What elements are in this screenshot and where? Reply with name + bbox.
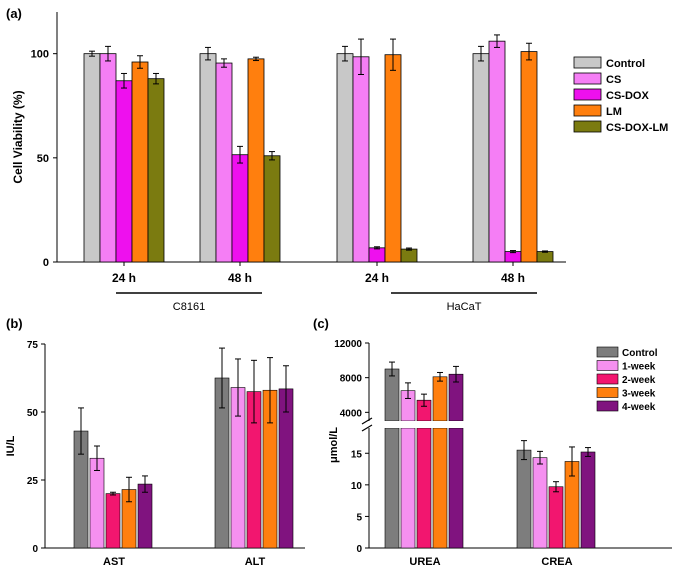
panel-a-legend-swatch: [573, 88, 602, 101]
panel-b-y-tick-label: 25: [27, 476, 39, 487]
panel-c-y-axis-label: μmol/L: [328, 427, 340, 463]
panel-a-bar-control: [199, 53, 217, 263]
panel-a-bar-cs-dox: [231, 154, 249, 263]
panel-a-y-tick-label: 100: [31, 49, 49, 61]
panel-a-group-label: HaCaT: [447, 301, 482, 313]
panel-c-legend-swatch: [596, 346, 619, 358]
panel-b-y-tick-label: 50: [27, 408, 39, 419]
panel-b-bar-2-week: [105, 493, 121, 549]
panel-a-y-tick-label: 0: [43, 257, 49, 269]
panel-c-bar-lower-2-week: [416, 427, 432, 549]
panel-a-bar-lm: [384, 54, 402, 263]
panel-c-bar-control: [384, 368, 400, 422]
panel-c-legend-swatch: [596, 373, 619, 385]
panel-c-axis-break-mark: [361, 417, 373, 425]
panel-c-bar-1-week: [532, 457, 548, 549]
panel-b-bar-1-week: [89, 457, 105, 549]
panel-c-y-tick-label: 15: [351, 449, 363, 460]
panel-c-legend-label: 2-week: [622, 375, 656, 386]
panel-b-label: (b): [6, 316, 23, 331]
panel-c-legend-swatch: [596, 400, 619, 412]
panel-c-bar-lower-1-week: [400, 427, 416, 549]
panel-c-y-tick-label: 5: [356, 512, 362, 523]
panel-b-bar-4-week: [278, 388, 294, 549]
panel-b-y-tick-label: 0: [32, 544, 38, 555]
panel-c-bar-3-week: [432, 376, 448, 422]
panel-c-bar-control: [516, 449, 532, 549]
panel-a-legend-label: Control: [606, 58, 645, 70]
panel-a-bar-control: [472, 53, 490, 263]
panel-b-chart: 0 25 50 75 IU/L AST ALT: [5, 340, 305, 568]
panel-c-bar-lower-4-week: [448, 427, 464, 549]
panel-a-label: (a): [6, 6, 22, 21]
panel-a-bar-control: [83, 53, 101, 263]
panel-a-bar-cs: [99, 53, 117, 263]
panel-a-x-tick-label: 48 h: [228, 271, 252, 285]
panel-a-legend-label: CS: [606, 74, 621, 86]
panel-c-legend-label: Control: [622, 348, 658, 359]
panel-c-x-tick-label: CREA: [541, 556, 572, 568]
panel-b-y-tick-label: 75: [27, 340, 39, 351]
panel-c-y-tick-label: 0: [356, 544, 362, 555]
panel-c-legend-label: 4-week: [622, 402, 656, 413]
panel-a-bar-lm: [247, 58, 265, 263]
panel-c-bar-2-week: [548, 486, 564, 549]
panel-b-y-axis-label: IU/L: [5, 435, 17, 456]
panel-b-x-tick-label: ALT: [245, 556, 266, 568]
panel-c-bar-lower-3-week: [432, 427, 448, 549]
panel-a-group-label: C8161: [173, 301, 205, 313]
panel-c-y-tick-label: 12000: [334, 339, 362, 350]
panel-a-x-tick-label: 48 h: [501, 271, 525, 285]
panel-c-legend-label: 1-week: [622, 362, 656, 373]
panel-c-label: (c): [313, 316, 329, 331]
panel-b-bar-4-week: [137, 483, 153, 549]
panel-a-bar-cs-dox-lm: [147, 78, 165, 263]
panel-a-chart: 0 50 100 Cell Viability (%) 24 h 48 h 24 h 48 h…: [11, 12, 668, 313]
panel-a-bar-cs-dox: [115, 80, 133, 263]
panel-c-bar-4-week: [580, 451, 596, 549]
panel-a-bar-cs: [215, 62, 233, 263]
panel-a-bar-cs: [488, 40, 506, 263]
panel-c-bar-lower-control: [384, 427, 400, 549]
panel-c-axis-break-band: [361, 421, 521, 428]
panel-c-axis-break-mark: [361, 424, 373, 432]
panel-a-x-tick-label: 24 h: [365, 271, 389, 285]
panel-c-legend-label: 3-week: [622, 389, 656, 400]
panel-a-bar-lm: [520, 51, 538, 263]
panel-a-bar-cs: [352, 56, 370, 263]
panel-c-legend-swatch: [596, 360, 619, 371]
panel-c-y-tick-label: 10: [351, 481, 363, 492]
panel-a-legend-label: CS-DOX: [606, 90, 649, 102]
panel-a-bar-cs-dox-lm: [263, 155, 281, 263]
panel-a-bar-lm: [131, 61, 149, 263]
panel-a-legend-swatch: [573, 104, 602, 117]
panel-a-bar-cs-dox-lm: [400, 248, 418, 263]
panel-a-legend-label: LM: [606, 106, 622, 118]
panel-a-bar-cs-dox-lm: [536, 251, 554, 263]
panel-c-x-tick-label: UREA: [409, 556, 440, 568]
panel-a-legend-swatch: [573, 120, 602, 133]
panel-a-legend-swatch: [573, 72, 602, 85]
panel-a-x-tick-label: 24 h: [112, 271, 136, 285]
panel-b-x-tick-label: AST: [103, 556, 125, 568]
panel-c-legend-swatch: [596, 387, 619, 398]
panel-a-bar-cs-dox: [504, 251, 522, 263]
panel-c-y-tick-label: 8000: [340, 374, 363, 385]
panel-a-bar-cs-dox: [368, 247, 386, 263]
panel-c-y-tick-label: 4000: [340, 408, 363, 419]
panel-a-legend-label: CS-DOX-LM: [606, 122, 668, 134]
panel-a-bar-control: [336, 53, 354, 263]
panel-c-chart: 4000 8000 12000 0 5 10 15 μmol/L UREA CREA Control…: [328, 339, 672, 568]
panel-a-legend-swatch: [573, 56, 602, 69]
panel-a-y-axis-label: Cell Viability (%): [11, 90, 25, 183]
panel-a-y-tick-label: 50: [37, 153, 49, 165]
